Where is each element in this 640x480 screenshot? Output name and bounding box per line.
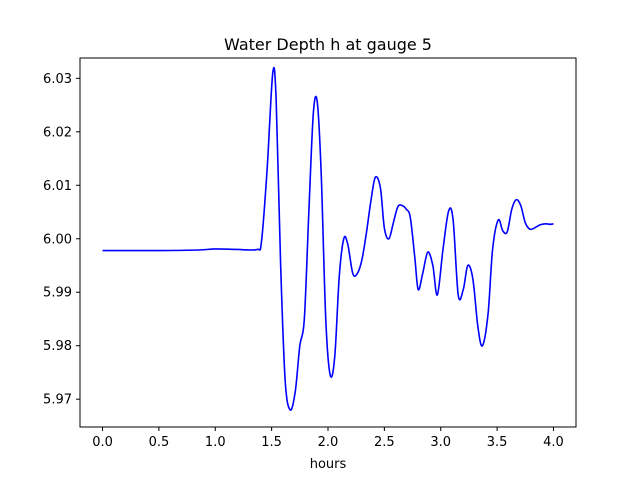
x-tick-label: 1.0 [205,435,226,450]
y-tick-label: 6.00 [43,232,72,247]
y-tick-label: 5.97 [43,393,72,408]
series-layer [102,66,554,411]
series-line [102,66,554,411]
x-tick-label: 1.5 [261,435,282,450]
y-tick-label: 6.02 [43,125,72,140]
y-tick-label: 6.03 [43,72,72,87]
x-tick-label: 0.0 [92,435,113,450]
y-tick-label: 5.99 [43,286,72,301]
chart-title: Water Depth h at gauge 5 [224,35,432,54]
y-tick-label: 6.01 [43,179,72,194]
x-axis-label: hours [310,457,347,472]
x-tick-label: 0.5 [149,435,170,450]
x-axis-ticks: 0.0 0.5 1.0 1.5 2.0 2.5 3.0 3.5 4.0 [92,427,564,450]
x-tick-label: 2.5 [374,435,395,450]
y-tick-label: 5.98 [43,339,72,354]
x-tick-label: 3.0 [430,435,451,450]
y-axis-ticks: 5.97 5.98 5.99 6.00 6.01 6.02 6.03 [43,72,80,408]
plot-area [79,57,577,428]
x-tick-label: 2.0 [318,435,339,450]
x-tick-label: 4.0 [543,435,564,450]
x-tick-label: 3.5 [487,435,508,450]
